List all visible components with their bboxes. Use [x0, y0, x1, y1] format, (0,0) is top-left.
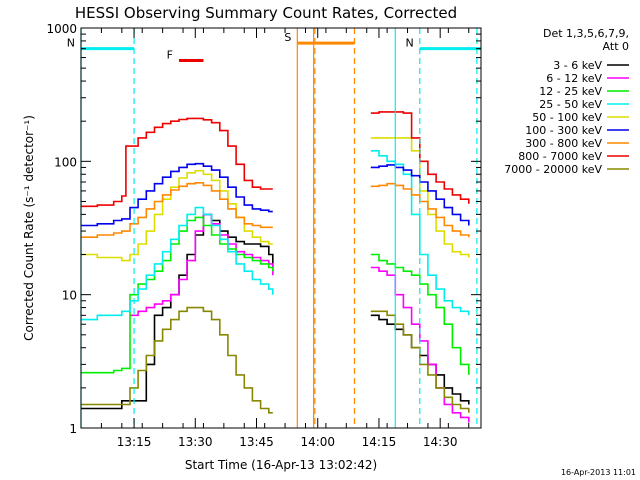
timestamp: 16-Apr-2013 11:01: [561, 468, 636, 477]
legend-entry-50-100-kev: 50 - 100 keV: [532, 111, 602, 124]
x-tick-label-2: 13:30: [178, 435, 213, 449]
flag-label-n-1: N: [67, 37, 75, 50]
series-line-50-100-kev-2: [370, 137, 470, 258]
legend-entry-12-25-kev: 12 - 25 keV: [539, 85, 602, 98]
series-line-7000-20000-kev-1: [81, 306, 273, 414]
legend-entry-3-6-kev: 3 - 6 keV: [553, 59, 602, 72]
legend-entry-7000-20000-kev: 7000 - 20000 keV: [504, 163, 602, 176]
x-tick-label-6: 14:30: [423, 435, 458, 449]
axis-ticks: [80, 27, 481, 429]
x-axis-label: Start Time (16-Apr-13 13:02:42): [185, 458, 377, 472]
legend-entry-800-7000-kev: 800 - 7000 keV: [518, 150, 602, 163]
x-tick-label-5: 14:15: [362, 435, 397, 449]
series-traces: [81, 111, 470, 423]
series-line-7000-20000-kev-2: [370, 310, 470, 413]
y-axis-label: Corrected Count Rate (s⁻¹ detector⁻¹): [22, 115, 36, 341]
y-tick-label-4: 1000: [46, 22, 77, 36]
legend-entry-6-12-kev: 6 - 12 keV: [546, 72, 602, 85]
series-line-100-300-kev-1: [81, 162, 273, 227]
series-line-50-100-kev-1: [81, 169, 273, 262]
x-tick-label-1: 13:15: [117, 435, 152, 449]
chart-title: HESSI Observing Summary Count Rates, Cor…: [75, 4, 457, 22]
legend-entry-300-800-kev: 300 - 800 keV: [525, 137, 602, 150]
series-line-6-12-kev-1: [130, 213, 274, 317]
y-tick-label-3: 100: [54, 155, 77, 169]
legend-header-1: Det 1,3,5,6,7,9,: [543, 27, 629, 40]
series-line-300-800-kev-1: [81, 182, 273, 238]
series-line-12-25-kev-2: [370, 253, 470, 375]
y-tick-label-2: 10: [62, 289, 77, 303]
flag-label-f-3: F: [167, 49, 173, 62]
series-line-25-50-kev-2: [370, 150, 470, 316]
plot-frame: [80, 27, 482, 429]
series-line-12-25-kev-1: [81, 216, 274, 374]
y-tick-label-1: 1: [69, 422, 77, 436]
tick-labels: 13:15 13:30 13:45 14:00 14:15 14:30 1 10 100 1000: [46, 22, 457, 449]
x-tick-label-4: 14:00: [300, 435, 335, 449]
legend-entry-25-50-kev: 25 - 50 keV: [539, 98, 602, 111]
legend-entry-100-300-kev: 100 - 300 keV: [525, 124, 602, 137]
flag-bars: N N F S: [67, 31, 481, 63]
vertical-markers: [80, 28, 478, 428]
flag-label-s-4: S: [284, 31, 291, 44]
series-line-800-7000-kev-1: [81, 117, 273, 208]
series-line-25-50-kev-1: [81, 206, 274, 321]
flag-label-n-2: N: [406, 37, 414, 50]
series-line-800-7000-kev-2: [370, 111, 470, 204]
legend-header-2: Att 0: [603, 40, 629, 53]
x-tick-label-3: 13:45: [239, 435, 274, 449]
